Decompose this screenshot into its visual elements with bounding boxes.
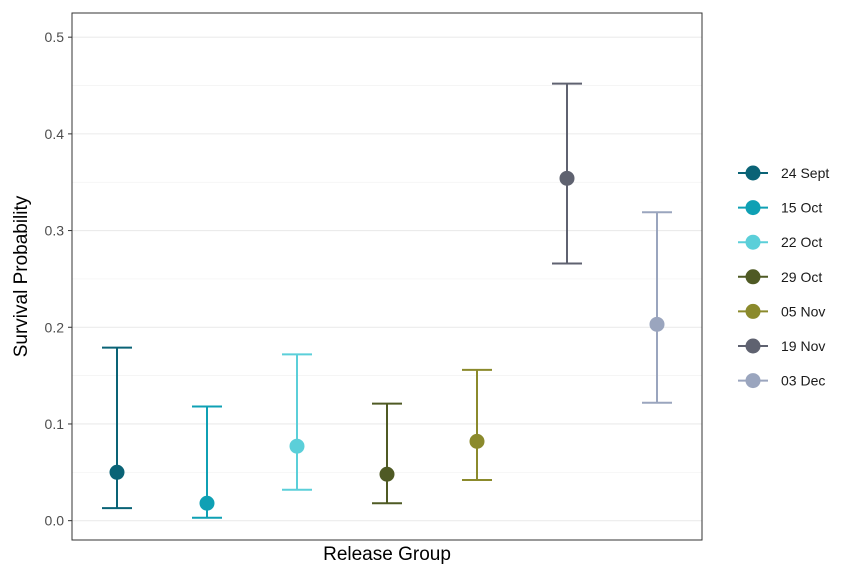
legend-key-point	[745, 165, 761, 181]
legend-label: 15 Oct	[781, 200, 822, 216]
legend-label: 22 Oct	[781, 234, 822, 250]
legend-entry: 03 Dec	[738, 373, 825, 389]
legend-key-point	[745, 269, 761, 285]
error-bar-group	[282, 353, 312, 491]
y-tick-label: 0.0	[45, 513, 65, 529]
x-axis-title: Release Group	[323, 544, 451, 564]
estimate-point	[289, 438, 305, 454]
legend-entry: 29 Oct	[738, 269, 822, 285]
y-tick-label: 0.5	[45, 29, 65, 45]
legend-entry: 05 Nov	[738, 303, 825, 319]
estimate-point	[649, 316, 665, 332]
legend-key-point	[745, 303, 761, 319]
estimate-point	[199, 495, 215, 511]
legend-entry: 24 Sept	[738, 165, 829, 181]
error-bar-group	[192, 405, 222, 519]
legend-label: 29 Oct	[781, 269, 822, 285]
y-axis-title: Survival Probability	[11, 195, 32, 357]
legend: 24 Sept 15 Oct 22 Oct 29 Oct 05 Nov 19 Nov 03 …	[738, 165, 829, 389]
estimate-point	[559, 170, 575, 186]
legend-key-point	[745, 338, 761, 354]
y-tick-label: 0.1	[45, 416, 65, 432]
error-bar-group	[642, 211, 672, 404]
estimate-point	[379, 466, 395, 482]
legend-key-point	[745, 373, 761, 389]
y-tick-label: 0.2	[45, 319, 65, 335]
legend-entry: 22 Oct	[738, 234, 822, 250]
panel-border	[71, 12, 703, 541]
legend-key-point	[745, 200, 761, 216]
legend-key-point	[745, 234, 761, 250]
legend-entry: 19 Nov	[738, 338, 825, 354]
legend-label: 19 Nov	[781, 338, 825, 354]
legend-label: 24 Sept	[781, 165, 829, 181]
gridlines	[72, 36, 702, 522]
estimate-point	[469, 433, 485, 449]
estimate-point	[109, 464, 125, 480]
legend-label: 05 Nov	[781, 303, 825, 319]
error-bar-group	[372, 402, 402, 505]
error-bar-group	[552, 82, 582, 265]
error-bar-group	[462, 368, 492, 482]
legend-label: 03 Dec	[781, 373, 825, 389]
legend-entry: 15 Oct	[738, 200, 822, 216]
y-axis: 0.0 0.1 0.2 0.3 0.4 0.5	[45, 29, 72, 529]
y-tick-label: 0.4	[45, 126, 65, 142]
error-bar-group	[102, 346, 132, 510]
error-bars	[102, 82, 672, 519]
y-tick-label: 0.3	[45, 223, 65, 239]
